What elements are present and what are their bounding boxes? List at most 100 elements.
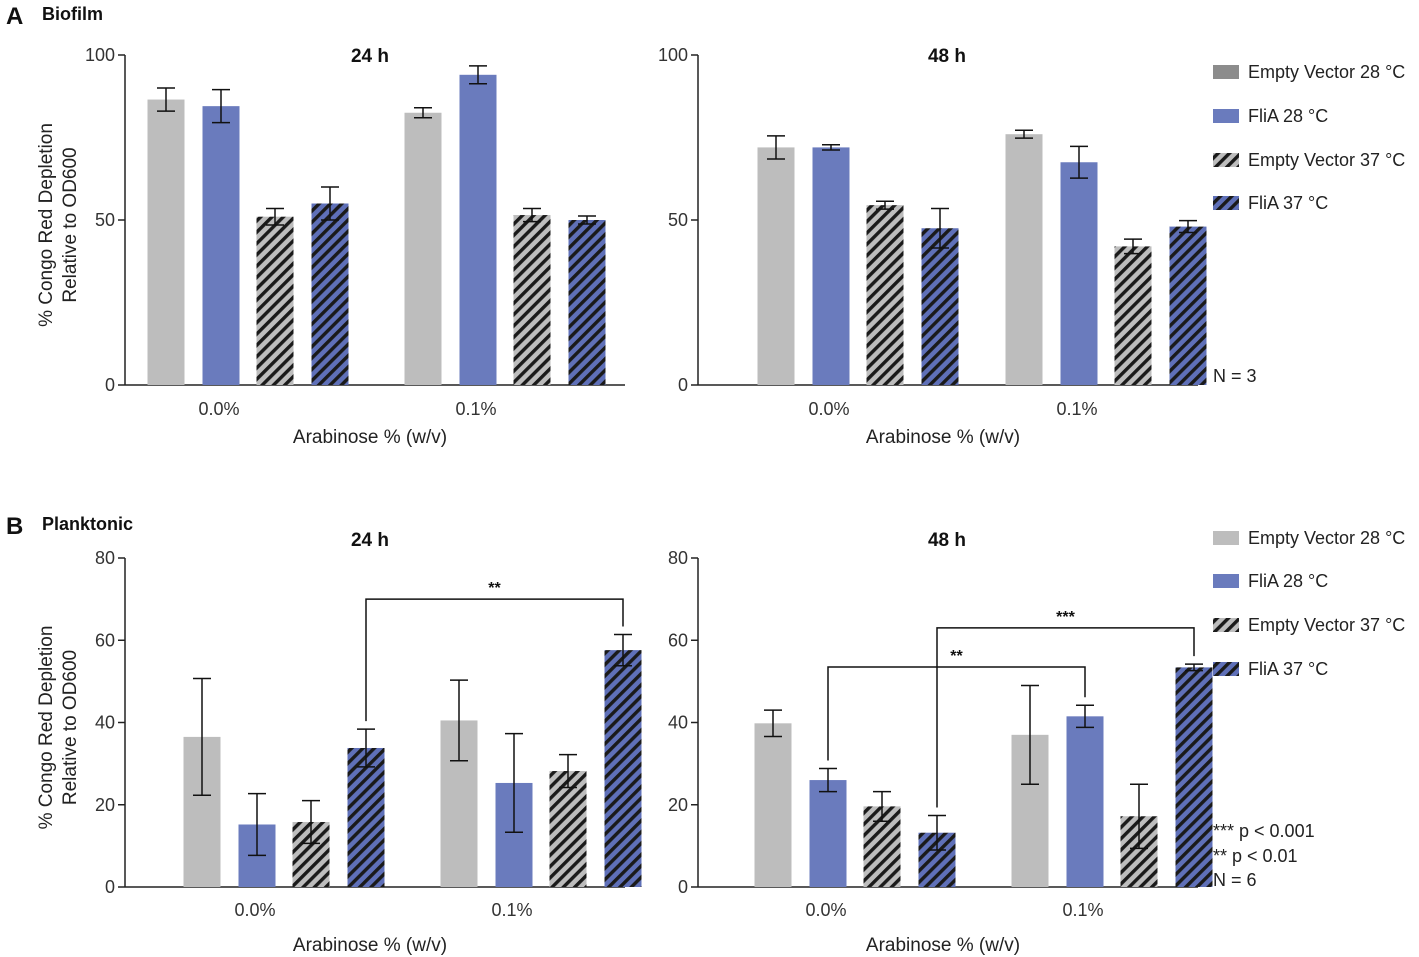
bar (1060, 162, 1098, 385)
bar (1005, 134, 1043, 385)
y-tick-label: 0 (678, 877, 688, 897)
bar (311, 203, 349, 385)
bar (1066, 716, 1104, 887)
y-tick-label: 60 (668, 630, 688, 650)
legend-swatch (1213, 109, 1239, 123)
panel-title-biofilm: Biofilm (42, 4, 103, 24)
panel-title-planktonic: Planktonic (42, 514, 133, 534)
chart-title: 24 h (351, 530, 389, 551)
significance-label: ** (488, 580, 501, 597)
legend-label: Empty Vector 28 °C (1248, 528, 1405, 548)
legend-item: FliA 37 °C (1213, 193, 1328, 213)
y-tick-label: 0 (105, 877, 115, 897)
legend-item: Empty Vector 28 °C (1213, 528, 1405, 548)
x-tick-label: 0.1% (455, 399, 496, 419)
bar (757, 147, 795, 385)
legend-label: Empty Vector 37 °C (1248, 150, 1405, 170)
x-axis-label: Arabinose % (w/v) (293, 935, 447, 956)
legend-item: Empty Vector 28 °C (1213, 62, 1405, 82)
chart-planktonic-48h: 48 h 0 20 40 60 80 0.0% 0.1% Arabinose % (w/v) **… (668, 530, 1213, 956)
y-tick-label: 50 (668, 210, 688, 230)
significance-label: ** (950, 648, 963, 665)
chart-biofilm-24h: 24 h 0 50 100 0.0% 0.1% Arabinose % (w/v) % Con… (36, 45, 625, 448)
y-tick-label: 100 (658, 45, 688, 65)
legend-item: FliA 28 °C (1213, 106, 1328, 126)
bar (513, 215, 551, 385)
y-tick-label: 40 (95, 713, 115, 733)
significance-label: *** (1056, 609, 1075, 626)
legend-label: FliA 28 °C (1248, 571, 1328, 591)
y-tick-label: 80 (95, 548, 115, 568)
panel-letter-b: B (6, 513, 23, 540)
y-tick-label: 60 (95, 630, 115, 650)
panel-letter-a: A (6, 3, 23, 30)
legend-label: Empty Vector 37 °C (1248, 615, 1405, 635)
legend-swatch (1213, 65, 1239, 79)
bar (256, 216, 294, 385)
x-tick-label: 0.0% (808, 399, 849, 419)
y-axis-label: % Congo Red Depletion Relative to OD600 (36, 626, 81, 830)
legend-item: Empty Vector 37 °C (1213, 150, 1405, 170)
x-axis-label: Arabinose % (w/v) (866, 935, 1020, 956)
x-tick-label: 0.0% (805, 900, 846, 920)
sample-size-note: N = 6 (1213, 870, 1257, 890)
legend-planktonic: Empty Vector 28 °C FliA 28 °C Empty Vect… (1213, 528, 1405, 890)
bar (202, 106, 240, 386)
y-axis-label-line: % Congo Red Depletion (36, 123, 57, 327)
significance-note: *** p < 0.001 (1213, 821, 1315, 841)
legend-swatch (1213, 531, 1239, 545)
legend-swatch (1213, 574, 1239, 588)
y-tick-label: 80 (668, 548, 688, 568)
bar (147, 99, 185, 386)
legend-item: FliA 28 °C (1213, 571, 1328, 591)
y-tick-label: 50 (95, 210, 115, 230)
significance-note: ** p < 0.01 (1213, 846, 1298, 866)
y-tick-label: 0 (678, 375, 688, 395)
bar (459, 74, 497, 386)
bar (1175, 667, 1213, 887)
x-tick-label: 0.1% (1056, 399, 1097, 419)
bar (347, 747, 385, 887)
bar (809, 780, 847, 887)
chart-planktonic-24h: 24 h 0 20 40 60 80 0.0% 0.1% Arabinose % (w/v) % … (36, 530, 642, 956)
y-axis-label-line: % Congo Red Depletion (36, 626, 57, 830)
bar (404, 112, 442, 385)
legend-label: Empty Vector 28 °C (1248, 62, 1405, 82)
chart-biofilm-48h: 48 h 0 50 100 0.0% 0.1% Arabinose % (w/v) (658, 45, 1207, 448)
bar (812, 147, 850, 385)
bar (549, 771, 587, 887)
legend-label: FliA 28 °C (1248, 106, 1328, 126)
legend-biofilm: Empty Vector 28 °C FliA 28 °C Empty Vect… (1213, 62, 1405, 386)
legend-label: FliA 37 °C (1248, 659, 1328, 679)
y-axis-label: % Congo Red Depletion Relative to OD600 (36, 123, 81, 327)
x-tick-label: 0.0% (198, 399, 239, 419)
legend-swatch (1213, 662, 1239, 676)
bar (604, 650, 642, 887)
y-axis-label-line: Relative to OD600 (60, 650, 81, 805)
y-tick-label: 0 (105, 375, 115, 395)
y-axis-label-line: Relative to OD600 (60, 147, 81, 302)
chart-title: 48 h (928, 46, 966, 67)
y-tick-label: 40 (668, 713, 688, 733)
y-tick-label: 20 (668, 795, 688, 815)
bar (921, 228, 959, 385)
x-tick-label: 0.0% (234, 900, 275, 920)
y-tick-label: 20 (95, 795, 115, 815)
bar (1114, 246, 1152, 385)
significance-bracket (365, 598, 624, 722)
legend-item: FliA 37 °C (1213, 659, 1328, 679)
x-axis-label: Arabinose % (w/v) (293, 427, 447, 448)
y-tick-label: 100 (85, 45, 115, 65)
bar (866, 205, 904, 385)
significance-bracket (827, 666, 1086, 761)
legend-swatch (1213, 618, 1239, 632)
legend-swatch (1213, 153, 1239, 167)
x-tick-label: 0.1% (491, 900, 532, 920)
significance-bracket (936, 627, 1195, 808)
legend-swatch (1213, 196, 1239, 210)
x-axis-label: Arabinose % (w/v) (866, 427, 1020, 448)
bar (1169, 226, 1207, 385)
chart-title: 24 h (351, 46, 389, 67)
chart-title: 48 h (928, 530, 966, 551)
